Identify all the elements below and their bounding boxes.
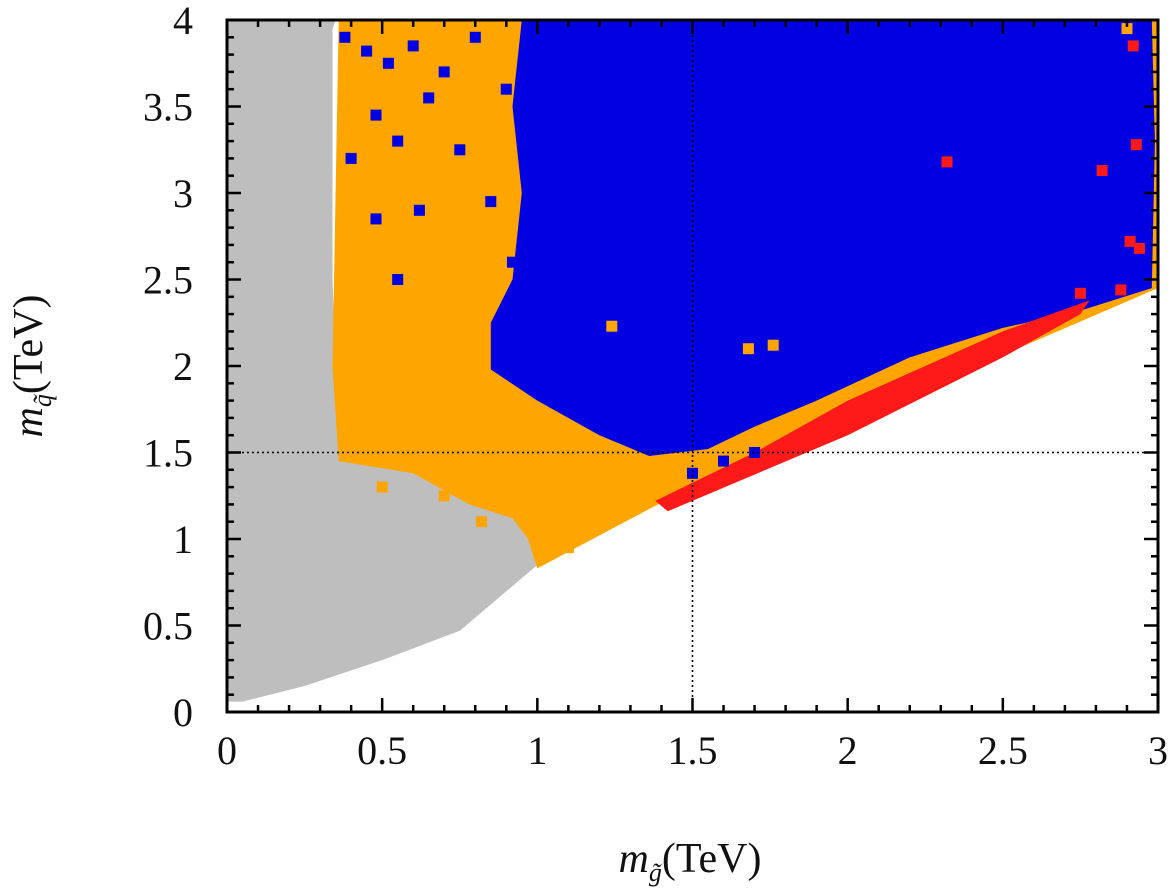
point-orange — [767, 339, 779, 351]
x-tick-label: 1 — [527, 728, 547, 773]
region-red — [655, 300, 1090, 512]
y-tick-label: 2 — [173, 344, 193, 389]
point-orange — [476, 516, 487, 528]
y-axis-title-main: m — [6, 407, 52, 437]
y-axis-title-unit: (TeV) — [6, 294, 52, 394]
x-axis-title: mg̃(TeV) — [618, 836, 761, 887]
point-blue — [392, 135, 404, 147]
point-blue — [454, 144, 466, 156]
point-red — [1130, 139, 1142, 151]
point-orange — [562, 542, 574, 554]
point-blue — [392, 274, 404, 285]
x-axis-title-sub: g̃ — [649, 858, 663, 887]
point-orange — [438, 490, 450, 502]
point-blue — [382, 57, 394, 69]
region-blue — [490, 20, 1155, 456]
point-blue — [485, 196, 497, 208]
y-axis-title: mq̃(TeV) — [6, 294, 57, 437]
y-tick-label: 3.5 — [143, 85, 193, 130]
x-tick-label: 3 — [1148, 728, 1168, 773]
y-tick-label: 2.5 — [143, 258, 193, 303]
y-tick-label: 1.5 — [143, 431, 193, 476]
tick-layer — [225, 18, 1160, 714]
point-blue — [469, 31, 481, 43]
point-red — [1115, 284, 1127, 296]
tick-label-layer: 0 0.5 1 1.5 2 2.5 3 0 0.5 1 1.5 2 2.5 3 3.5 4 — [143, 0, 1168, 773]
region-gray — [227, 20, 538, 702]
point-blue — [718, 455, 729, 467]
point-orange — [376, 481, 388, 493]
reference-lines — [227, 20, 1158, 712]
point-blue — [749, 447, 761, 458]
point-blue — [423, 92, 435, 104]
y-tick-label: 1 — [173, 517, 193, 562]
point-orange — [742, 343, 754, 355]
x-axis-title-unit: (TeV) — [662, 836, 762, 882]
point-blue — [339, 31, 351, 43]
point-red — [910, 383, 922, 394]
point-blue — [438, 66, 450, 78]
y-tick-label: 0.5 — [143, 604, 193, 649]
point-red — [1124, 235, 1136, 247]
point-layer — [339, 23, 1145, 554]
point-blue — [507, 256, 518, 268]
point-blue — [407, 40, 419, 52]
x-tick-label: 2 — [838, 728, 858, 773]
point-red — [1074, 287, 1086, 299]
y-tick-label: 0 — [173, 690, 193, 735]
x-tick-label: 2.5 — [978, 728, 1028, 773]
x-tick-label: 0.5 — [357, 728, 407, 773]
point-blue — [687, 467, 698, 479]
point-blue — [413, 204, 425, 216]
point-orange — [606, 320, 618, 332]
point-red — [1127, 40, 1139, 52]
point-red — [941, 156, 953, 168]
y-tick-label: 3 — [173, 171, 193, 216]
point-orange — [413, 455, 425, 467]
x-tick-label: 1.5 — [668, 728, 718, 773]
point-blue — [370, 213, 382, 225]
point-red — [1133, 242, 1145, 254]
x-axis-title-main: m — [618, 836, 648, 882]
point-blue — [361, 45, 373, 57]
y-tick-label: 4 — [173, 0, 193, 43]
x-tick-label: 0 — [217, 728, 237, 773]
point-red — [1096, 165, 1108, 176]
point-blue — [345, 152, 357, 164]
point-blue — [370, 109, 382, 121]
point-orange — [1121, 23, 1133, 35]
point-blue — [500, 83, 512, 95]
y-axis-title-sub: q̃ — [28, 393, 57, 407]
